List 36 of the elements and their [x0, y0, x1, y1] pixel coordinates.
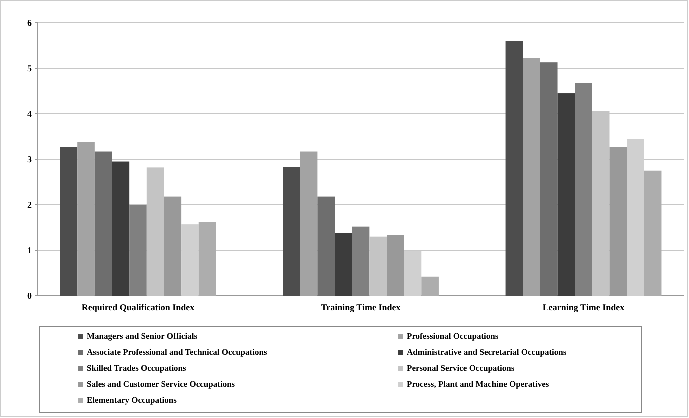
y-tick-label: 1	[28, 245, 32, 256]
bar	[644, 170, 662, 296]
bar	[198, 222, 216, 296]
y-tick-label: 3	[28, 154, 32, 164]
legend-label: Professional Occupations	[407, 331, 500, 341]
y-tick-label: 0	[28, 290, 32, 301]
bar	[318, 196, 336, 296]
x-tick-label: Required Qualification Index	[82, 302, 196, 312]
legend-label: Process, Plant and Machine Operatives	[407, 379, 550, 389]
x-tick-label: Training Time Index	[321, 302, 402, 312]
legend-label: Managers and Senior Officials	[87, 331, 198, 341]
y-tick-label: 4	[28, 108, 32, 119]
bar	[352, 226, 370, 296]
y-tick-label: 6	[28, 18, 32, 28]
bar	[506, 41, 524, 296]
bar	[283, 167, 300, 296]
bar	[335, 233, 352, 296]
x-tick-label: Learning Time Index	[542, 302, 626, 312]
bar	[94, 152, 112, 296]
bar	[422, 276, 439, 296]
legend-label: Administrative and Secretarial Occupations	[407, 347, 568, 357]
bar	[112, 162, 130, 296]
bar	[558, 94, 576, 296]
legend-label: Elementary Occupations	[87, 395, 178, 405]
bar	[370, 236, 387, 296]
legend-label: Sales and Customer Service Occupations	[87, 379, 236, 389]
y-tick-label: 5	[28, 63, 32, 74]
bar	[60, 147, 78, 296]
y-tick-label: 2	[28, 200, 32, 210]
legend-label: Skilled Trades Occupations	[87, 363, 188, 373]
bar	[130, 205, 147, 296]
bar	[182, 224, 199, 296]
legend-label: Associate Professional and Technical Occupations	[87, 347, 268, 357]
legend-label: Personal Service Occupations	[407, 363, 516, 373]
bar	[540, 62, 558, 296]
bar	[575, 83, 592, 296]
